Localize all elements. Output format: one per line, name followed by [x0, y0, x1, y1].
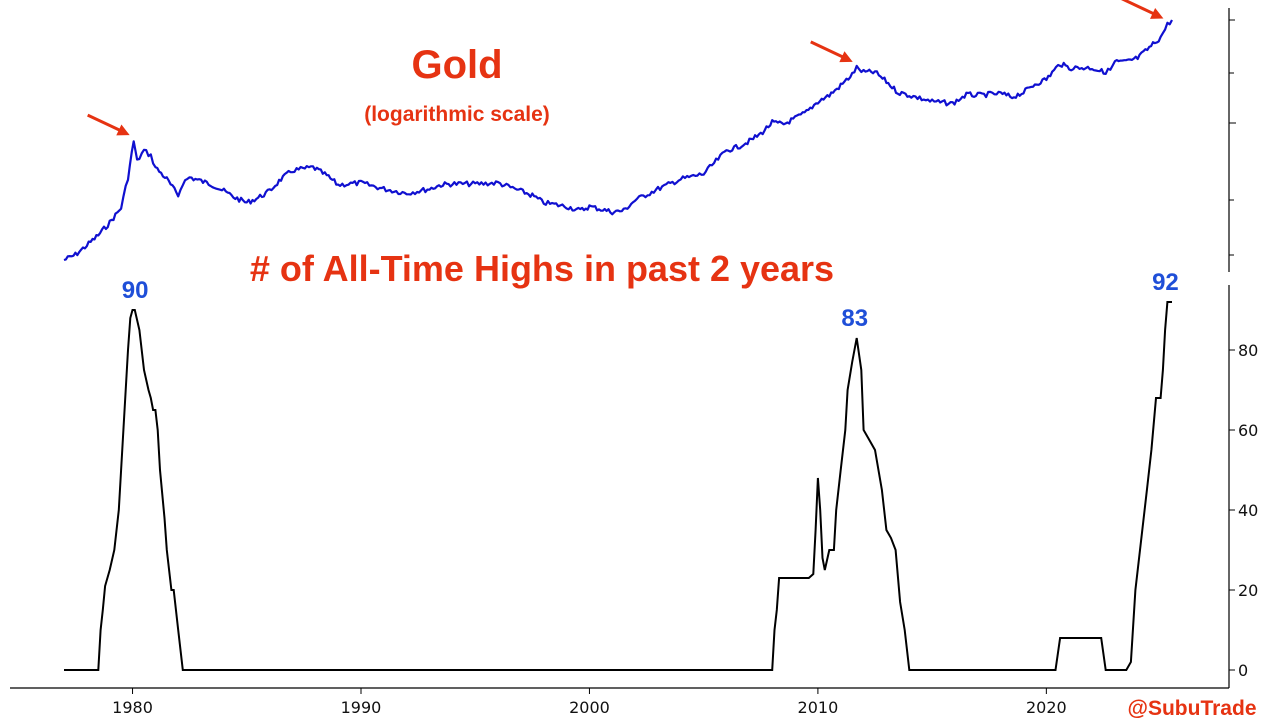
peak-labels: 90 83 92	[122, 269, 1179, 332]
ath-count-line	[64, 301, 1172, 671]
x-tick-label: 1990	[341, 698, 382, 717]
arrow-head	[116, 124, 130, 136]
arrow-shaft	[810, 40, 846, 60]
arrow-head	[839, 51, 853, 63]
y-axis-ticks: 0 20 40 60 80	[1229, 341, 1258, 680]
chart-title: Gold	[411, 43, 502, 87]
peak-label: 83	[841, 305, 868, 332]
chart-subtitle: (logarithmic scale)	[364, 103, 550, 126]
peak-label: 92	[1152, 269, 1179, 296]
y-tick-label: 0	[1238, 661, 1248, 680]
y-tick-label: 20	[1238, 581, 1258, 600]
arrow-head	[1150, 7, 1164, 19]
y-tick-label: 60	[1238, 421, 1258, 440]
x-tick-label: 1980	[112, 698, 153, 717]
x-tick-label: 2000	[569, 698, 610, 717]
gold-price-line	[63, 19, 1173, 262]
arrow-shaft	[1120, 0, 1157, 16]
y-tick-label: 40	[1238, 501, 1258, 520]
x-tick-label: 2010	[798, 698, 839, 717]
arrow-annotations	[87, 0, 1164, 136]
gold-price-panel	[63, 0, 1236, 272]
x-tick-label: 2020	[1026, 698, 1067, 717]
ath-count-panel: 1980 1990 2000 2010 2020 0 20 40 60 80 90 83 92	[10, 269, 1258, 717]
x-axis-ticks: 1980 1990 2000 2010 2020	[112, 688, 1067, 717]
y-tick-label: 80	[1238, 341, 1258, 360]
peak-label: 90	[122, 277, 149, 304]
credit-text: @SubuTrade	[1128, 697, 1257, 720]
arrow-shaft	[87, 113, 123, 133]
count-chart-title: # of All-Time Highs in past 2 years	[250, 248, 834, 289]
